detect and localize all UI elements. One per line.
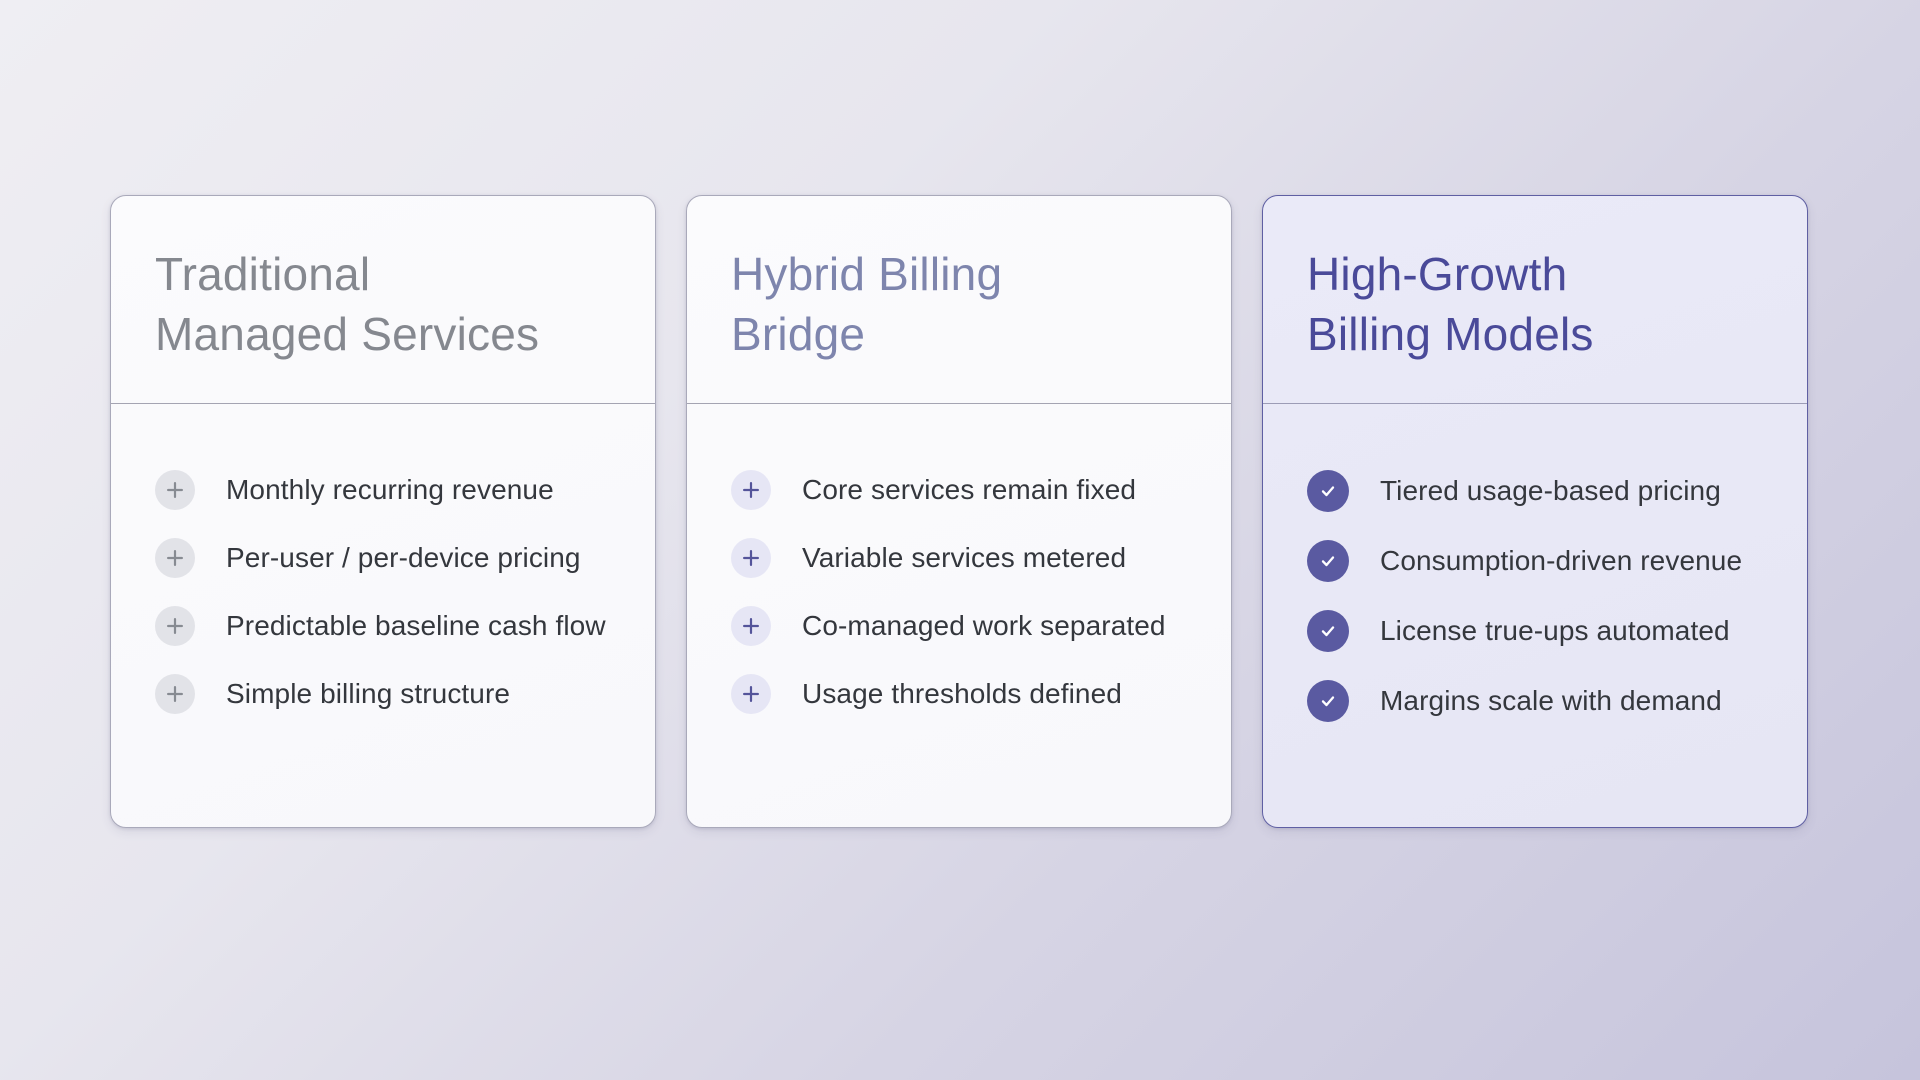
card-title-line-2: Managed Services — [155, 308, 540, 360]
list-item-label: Variable services metered — [802, 542, 1127, 573]
list-item: Predictable baseline cash flow — [155, 606, 611, 646]
plus-icon — [155, 674, 195, 714]
card-title-line-2: Bridge — [731, 308, 866, 360]
list-item-label: License true-ups automated — [1380, 615, 1730, 646]
plus-icon — [155, 470, 195, 510]
card-body: Core services remain fixed Variable serv… — [687, 404, 1231, 714]
list-item-label: Simple billing structure — [226, 678, 511, 709]
plus-icon — [731, 538, 771, 578]
list-item: Variable services metered — [731, 538, 1187, 578]
card-header: Hybrid Billing Bridge — [687, 196, 1231, 404]
plus-icon — [731, 674, 771, 714]
list-item-label: Tiered usage-based pricing — [1380, 475, 1721, 506]
list-item-label: Margins scale with demand — [1380, 685, 1722, 716]
check-icon — [1307, 540, 1349, 582]
card-header: High-Growth Billing Models — [1263, 196, 1807, 404]
card-body: Tiered usage-based pricing Consumption-d… — [1263, 404, 1807, 722]
list-item: Tiered usage-based pricing — [1307, 470, 1763, 512]
list-item-label: Co-managed work separated — [802, 610, 1166, 641]
card-title: Traditional Managed Services — [155, 244, 611, 364]
card-title-line-1: Hybrid Billing — [731, 248, 1003, 300]
card-high-growth-billing-models: High-Growth Billing Models Tiered usage-… — [1262, 195, 1808, 828]
card-header: Traditional Managed Services — [111, 196, 655, 404]
check-icon — [1307, 470, 1349, 512]
check-icon — [1307, 680, 1349, 722]
list-item-label: Usage thresholds defined — [802, 678, 1122, 709]
list-item: Core services remain fixed — [731, 470, 1187, 510]
card-hybrid-billing-bridge: Hybrid Billing Bridge Core services rema… — [686, 195, 1232, 828]
list-item-label: Predictable baseline cash flow — [226, 610, 606, 641]
plus-icon — [731, 470, 771, 510]
plus-icon — [155, 538, 195, 578]
card-title-line-1: Traditional — [155, 248, 371, 300]
list-item-label: Consumption-driven revenue — [1380, 545, 1743, 576]
check-icon — [1307, 610, 1349, 652]
list-item: Co-managed work separated — [731, 606, 1187, 646]
list-item: Monthly recurring revenue — [155, 470, 611, 510]
list-item-label: Monthly recurring revenue — [226, 474, 554, 505]
list-item-label: Per-user / per-device pricing — [226, 542, 581, 573]
list-item: License true-ups automated — [1307, 610, 1763, 652]
list-item: Margins scale with demand — [1307, 680, 1763, 722]
list-item-label: Core services remain fixed — [802, 474, 1137, 505]
list-item: Consumption-driven revenue — [1307, 540, 1763, 582]
card-body: Monthly recurring revenue Per-user / per… — [111, 404, 655, 714]
list-item: Usage thresholds defined — [731, 674, 1187, 714]
card-traditional-managed-services: Traditional Managed Services Monthly rec… — [110, 195, 656, 828]
card-title: High-Growth Billing Models — [1307, 244, 1763, 364]
plus-icon — [155, 606, 195, 646]
card-group: Traditional Managed Services Monthly rec… — [110, 195, 1808, 828]
list-item: Simple billing structure — [155, 674, 611, 714]
list-item: Per-user / per-device pricing — [155, 538, 611, 578]
card-title: Hybrid Billing Bridge — [731, 244, 1187, 364]
card-title-line-1: High-Growth — [1307, 248, 1568, 300]
card-title-line-2: Billing Models — [1307, 308, 1594, 360]
plus-icon — [731, 606, 771, 646]
